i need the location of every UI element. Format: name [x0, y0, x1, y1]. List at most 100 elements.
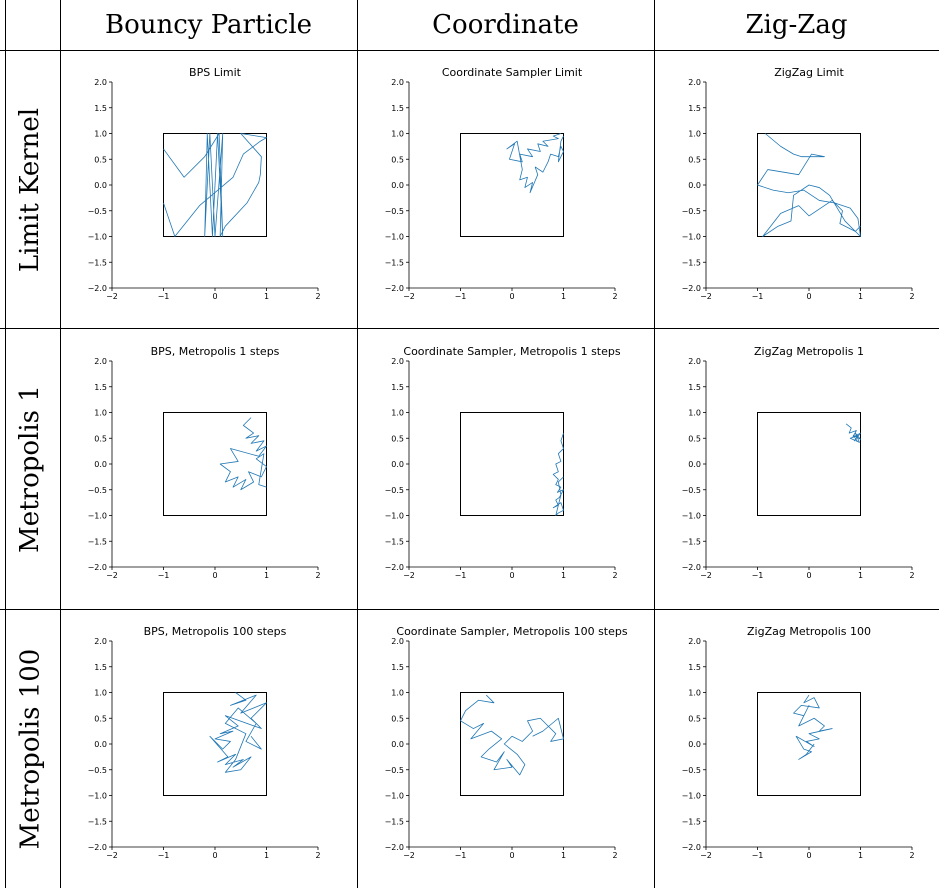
y-tick-label: −0.5 — [88, 486, 107, 495]
x-tick-label: 2 — [909, 851, 914, 860]
y-tick-label: 1.5 — [391, 663, 404, 672]
y-tick-label: 0.5 — [391, 155, 404, 164]
plot-zigzag-metropolis-100: ZigZag Metropolis 100 −2 −1 0 1 2 −2.0 −1.5 −1.0… — [682, 625, 915, 860]
y-tick-label: 0.5 — [391, 434, 404, 443]
y-tick-label: 1.0 — [94, 689, 107, 698]
trajectory-line — [460, 694, 564, 776]
y-tick-label: 1.0 — [688, 409, 701, 418]
plot-title: ZigZag Metropolis 1 — [754, 345, 864, 358]
y-tick-label: −1.0 — [88, 512, 107, 521]
column-header-coordinate: Coordinate — [432, 10, 579, 40]
y-tick-label: 2.0 — [391, 357, 404, 366]
y-tick-label: 2.0 — [94, 357, 107, 366]
y-tick-label: 1.5 — [391, 104, 404, 113]
plot-zigzag-metropolis-1: ZigZag Metropolis 1 −2 −1 0 1 2 −2.0 −1.5 −1.0 −0… — [682, 345, 915, 580]
y-tick-label: −1.5 — [88, 817, 107, 826]
y-tick-label: 2.0 — [94, 637, 107, 646]
x-tick-label: 1 — [858, 571, 863, 580]
x-tick-label: 0 — [212, 571, 217, 580]
boundary-box — [757, 133, 861, 237]
row-header-limit-kernel: Limit Kernel — [15, 107, 46, 272]
plot-title: Coordinate Sampler Limit — [442, 66, 583, 79]
x-tick-label: 0 — [212, 851, 217, 860]
boundary-box — [163, 412, 267, 516]
y-tick-label: −0.5 — [88, 766, 107, 775]
y-tick-label: 2.0 — [391, 78, 404, 87]
y-tick-label: 2.0 — [688, 78, 701, 87]
y-tick-label: −1.5 — [682, 537, 701, 546]
y-tick-label: −1.0 — [682, 233, 701, 242]
x-tick-label: 2 — [315, 851, 320, 860]
table-rule — [0, 328, 939, 329]
y-tick-label: 1.5 — [94, 104, 107, 113]
x-tick-label: −2 — [403, 851, 415, 860]
y-tick-label: 1.5 — [94, 663, 107, 672]
x-tick-label: 1 — [561, 571, 566, 580]
y-tick-label: 0.0 — [94, 740, 107, 749]
x-tick-label: 1 — [264, 292, 269, 301]
x-tick-label: 0 — [806, 292, 811, 301]
boundary-box — [757, 412, 861, 516]
trajectory-line — [845, 423, 861, 443]
plot-title: Coordinate Sampler, Metropolis 100 steps — [396, 625, 627, 638]
y-tick-label: 2.0 — [688, 357, 701, 366]
y-tick-label: −1.0 — [88, 792, 107, 801]
y-tick-label: −0.5 — [682, 207, 701, 216]
y-tick-label: 0.0 — [94, 460, 107, 469]
plot-title: BPS, Metropolis 1 steps — [151, 345, 280, 358]
x-tick-label: 2 — [315, 292, 320, 301]
x-tick-label: −2 — [403, 571, 415, 580]
x-tick-label: 0 — [509, 851, 514, 860]
y-tick-label: −0.5 — [88, 207, 107, 216]
y-tick-label: −2.0 — [682, 563, 701, 572]
y-tick-label: 1.5 — [94, 383, 107, 392]
y-tick-label: −2.0 — [88, 843, 107, 852]
y-tick-label: −2.0 — [682, 843, 701, 852]
y-tick-label: −1.5 — [88, 537, 107, 546]
x-tick-label: −1 — [455, 571, 467, 580]
x-tick-label: 1 — [858, 851, 863, 860]
boundary-box — [163, 692, 267, 796]
y-tick-label: −1.0 — [682, 792, 701, 801]
table-rule — [0, 609, 939, 610]
y-tick-label: −0.5 — [385, 766, 404, 775]
column-header-bouncy-particle: Bouncy Particle — [104, 10, 313, 40]
plot-coordinate-metropolis-1: Coordinate Sampler, Metropolis 1 steps −2… — [385, 345, 621, 580]
y-tick-label: −1.5 — [385, 537, 404, 546]
y-tick-label: −1.5 — [682, 817, 701, 826]
y-tick-label: −0.5 — [682, 766, 701, 775]
x-tick-label: −2 — [403, 292, 415, 301]
x-tick-label: −1 — [455, 292, 467, 301]
x-tick-label: 1 — [561, 851, 566, 860]
y-tick-label: −2.0 — [385, 843, 404, 852]
table-rule — [654, 0, 655, 888]
row-header-metropolis-100: Metropolis 100 — [15, 648, 46, 850]
y-tick-label: −1.0 — [682, 512, 701, 521]
y-tick-label: −2.0 — [88, 563, 107, 572]
y-tick-label: −0.5 — [385, 207, 404, 216]
column-header-zig-zag: Zig-Zag — [745, 10, 848, 40]
x-tick-label: 2 — [612, 571, 617, 580]
y-tick-label: 1.5 — [391, 383, 404, 392]
trajectory-line — [757, 133, 861, 237]
y-tick-label: −1.5 — [385, 258, 404, 267]
plot-bps-metropolis-1: BPS, Metropolis 1 steps −2 −1 0 1 2 −2.0 −1.5 −1… — [88, 345, 321, 580]
y-tick-label: −2.0 — [385, 563, 404, 572]
trajectory-line — [163, 133, 267, 237]
trajectory-line — [219, 417, 267, 491]
x-tick-label: 0 — [806, 571, 811, 580]
y-tick-label: 1.0 — [391, 130, 404, 139]
x-tick-label: −2 — [700, 851, 712, 860]
y-tick-label: 0.0 — [688, 181, 701, 190]
y-tick-label: 0.5 — [94, 714, 107, 723]
x-tick-label: 2 — [612, 851, 617, 860]
y-tick-label: 2.0 — [688, 637, 701, 646]
x-tick-label: −1 — [752, 851, 764, 860]
boundary-box — [460, 692, 564, 796]
x-tick-label: 2 — [909, 292, 914, 301]
x-tick-label: 0 — [806, 851, 811, 860]
plot-zigzag-limit: ZigZag Limit −2 −1 0 1 2 −2.0 −1.5 −1.0 −0.5 0.0 0.… — [682, 66, 915, 301]
x-tick-label: −1 — [455, 851, 467, 860]
x-tick-label: −2 — [106, 851, 118, 860]
